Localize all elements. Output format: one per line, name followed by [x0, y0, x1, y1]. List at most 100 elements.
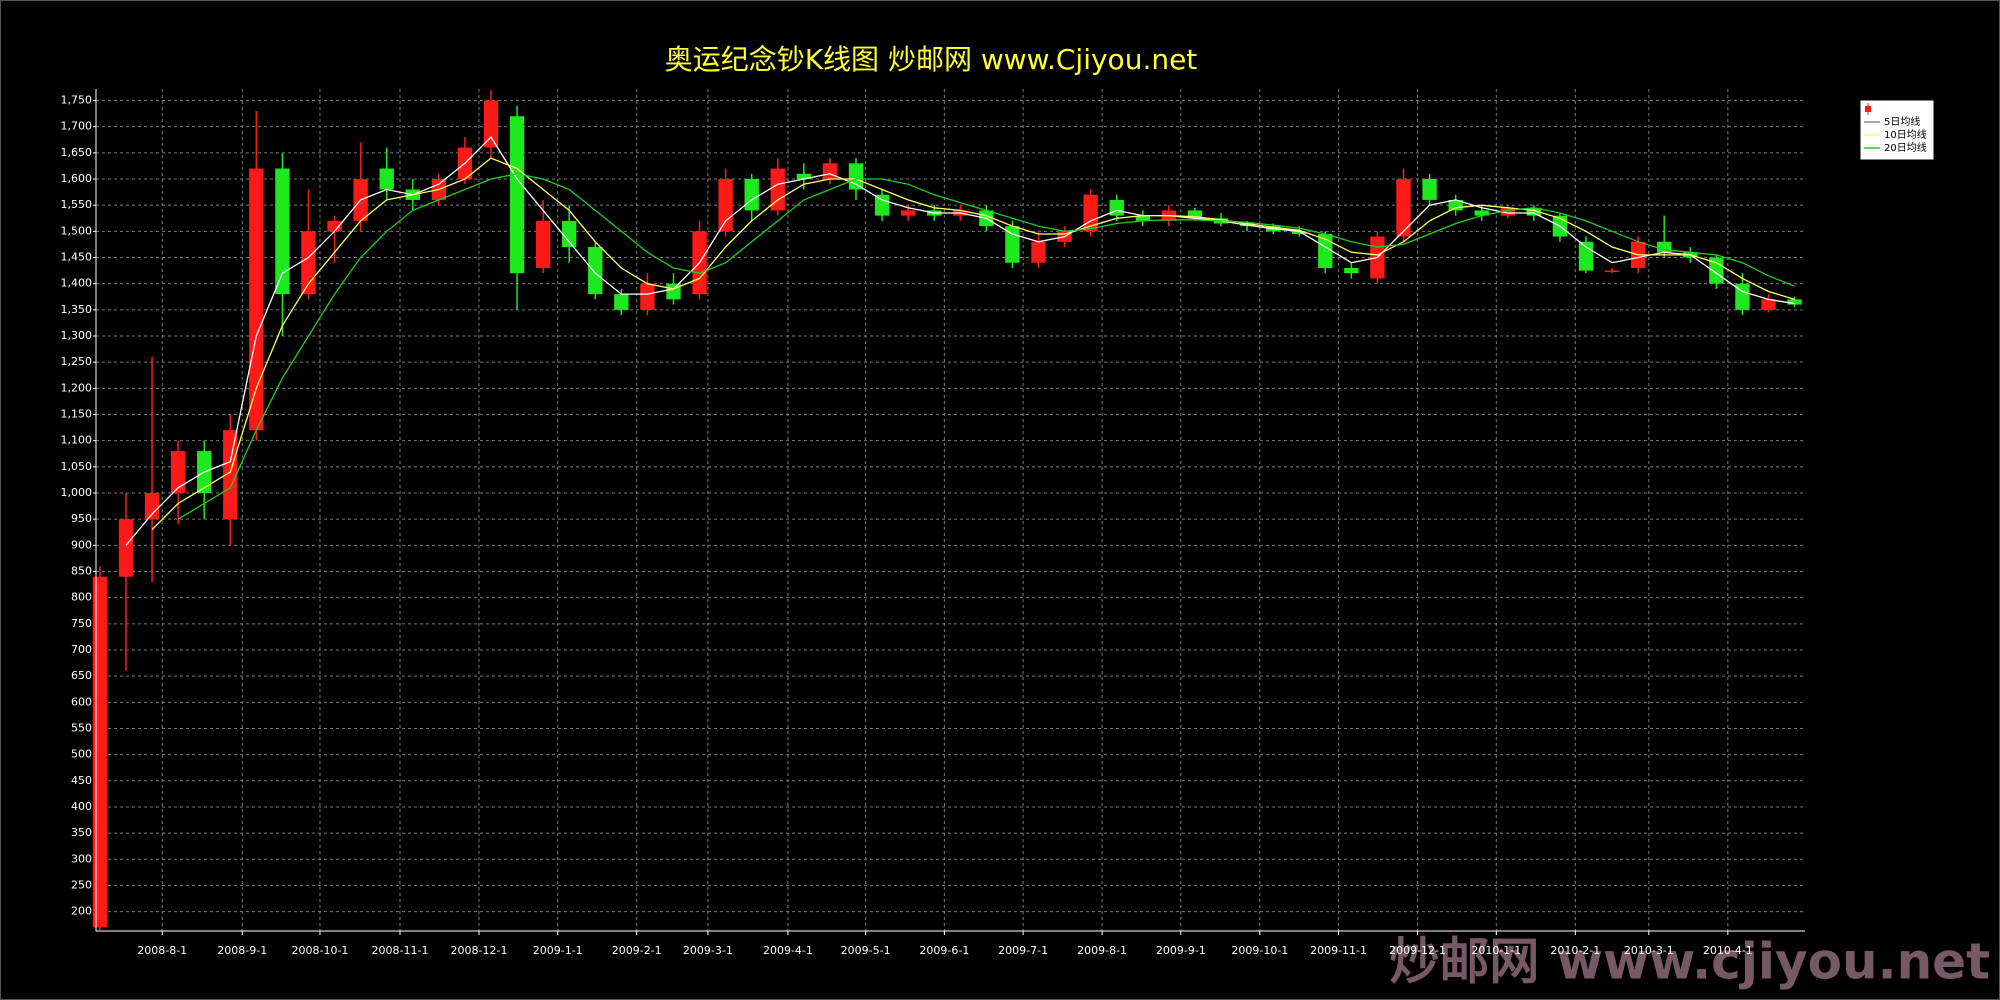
y-tick-label: 850 — [71, 564, 92, 577]
x-tick-label: 2010-2-1 — [1550, 944, 1600, 957]
candle-body — [1604, 270, 1620, 273]
legend-label: 20日均线 — [1884, 141, 1927, 154]
candle-body — [640, 283, 655, 310]
candle-body — [1396, 179, 1411, 237]
x-tick-label: 2009-10-1 — [1231, 944, 1288, 957]
candle-body — [379, 168, 394, 190]
ma-line — [125, 136, 1795, 546]
y-tick-label: 650 — [71, 669, 92, 682]
y-tick-label: 200 — [71, 905, 92, 918]
x-tick-label: 2008-12-1 — [451, 944, 508, 957]
candle-body — [874, 194, 890, 216]
y-tick-label: 1,750 — [61, 94, 93, 107]
y-tick-label: 400 — [71, 800, 92, 813]
x-tick-label: 2009-7-1 — [998, 944, 1048, 957]
candle-body — [144, 492, 160, 520]
y-tick-label: 1,550 — [61, 198, 93, 211]
candle-body — [1761, 299, 1776, 310]
candle-body — [1578, 241, 1594, 271]
chart-title: 奥运纪念钞K线图 炒邮网 www.Cjiyou.net — [665, 43, 1198, 76]
y-tick-label: 1,350 — [61, 303, 93, 316]
y-tick-label: 500 — [71, 748, 92, 761]
legend — [1859, 99, 1935, 161]
y-tick-label: 1,150 — [61, 407, 93, 420]
candle-body — [770, 168, 785, 211]
candle-body — [1787, 299, 1802, 305]
candle-body — [1657, 241, 1672, 253]
y-tick-label: 900 — [71, 538, 92, 551]
x-tick-label: 2008-10-1 — [291, 944, 348, 957]
candle-body — [822, 163, 838, 180]
candle-body — [249, 168, 264, 431]
y-tick-label: 950 — [71, 512, 92, 525]
x-tick-label: 2009-4-1 — [763, 944, 813, 957]
candle-body — [327, 220, 342, 232]
legend-candle-body — [1865, 106, 1871, 112]
candle-body — [1474, 210, 1489, 216]
candle-body — [1083, 194, 1098, 232]
candle-body — [223, 430, 238, 520]
x-tick-label: 2008-8-1 — [137, 944, 187, 957]
candle-body — [562, 220, 577, 248]
legend-label: 5日均线 — [1884, 115, 1920, 128]
candle-body — [1109, 199, 1124, 216]
candle-body — [275, 168, 290, 295]
candle-body — [1500, 207, 1515, 216]
x-tick-label: 2009-5-1 — [841, 944, 891, 957]
y-tick-label: 750 — [71, 617, 92, 630]
x-tick-label: 2010-3-1 — [1624, 944, 1674, 957]
y-tick-label: 1,100 — [61, 434, 93, 447]
y-tick-label: 700 — [71, 643, 92, 656]
grid: 200 250 300 350 400 450 500 550 600 650 700 750 800 8… — [61, 89, 1805, 957]
candle-body — [483, 100, 499, 148]
candle-body — [614, 294, 629, 310]
x-tick-label: 2009-2-1 — [612, 944, 662, 957]
candle-body — [1344, 267, 1359, 274]
legend-label: 10日均线 — [1884, 128, 1927, 141]
y-tick-label: 1,600 — [61, 172, 93, 185]
y-tick-label: 800 — [71, 591, 92, 604]
x-tick-label: 2009-3-1 — [683, 944, 733, 957]
x-tick-label: 2010-1-1 — [1471, 944, 1521, 957]
candle-body — [1318, 233, 1333, 268]
candle-body — [666, 283, 681, 300]
y-tick-label: 1,300 — [61, 329, 93, 342]
y-tick-label: 550 — [71, 721, 92, 734]
y-tick-label: 450 — [71, 774, 92, 787]
y-tick-label: 1,250 — [61, 355, 93, 368]
x-tick-label: 2009-1-1 — [533, 944, 583, 957]
candle-body — [1187, 210, 1203, 219]
y-tick-label: 1,500 — [61, 224, 93, 237]
y-tick-label: 1,200 — [61, 381, 93, 394]
y-tick-label: 250 — [71, 878, 92, 891]
candle-body — [1031, 241, 1046, 263]
y-tick-label: 1,050 — [61, 460, 93, 473]
candle-body — [744, 179, 759, 211]
watermark: 炒邮网 www.cjiyou.net — [1389, 933, 1990, 991]
x-tick-label: 2009-11-1 — [1310, 944, 1367, 957]
x-tick-label: 2010-4-1 — [1703, 944, 1753, 957]
y-tick-label: 1,000 — [61, 486, 93, 499]
candle-body — [1448, 199, 1463, 211]
y-tick-label: 1,450 — [61, 251, 93, 264]
x-tick-label: 2009-6-1 — [919, 944, 969, 957]
x-tick-label: 2009-12-1 — [1389, 944, 1446, 957]
candle-body — [1292, 231, 1307, 234]
y-tick-label: 350 — [71, 826, 92, 839]
x-tick-label: 2009-9-1 — [1156, 944, 1206, 957]
ma-line — [177, 173, 1795, 520]
candle-body — [1526, 207, 1542, 216]
candle-body — [535, 220, 551, 268]
candle-body — [1422, 179, 1437, 200]
y-tick-label: 1,700 — [61, 120, 93, 133]
candle-body — [848, 163, 864, 190]
candle-body — [588, 247, 603, 295]
candle-body — [1135, 215, 1150, 221]
candle-body — [118, 519, 134, 577]
x-tick-label: 2008-9-1 — [217, 944, 267, 957]
candle-body — [718, 179, 733, 232]
